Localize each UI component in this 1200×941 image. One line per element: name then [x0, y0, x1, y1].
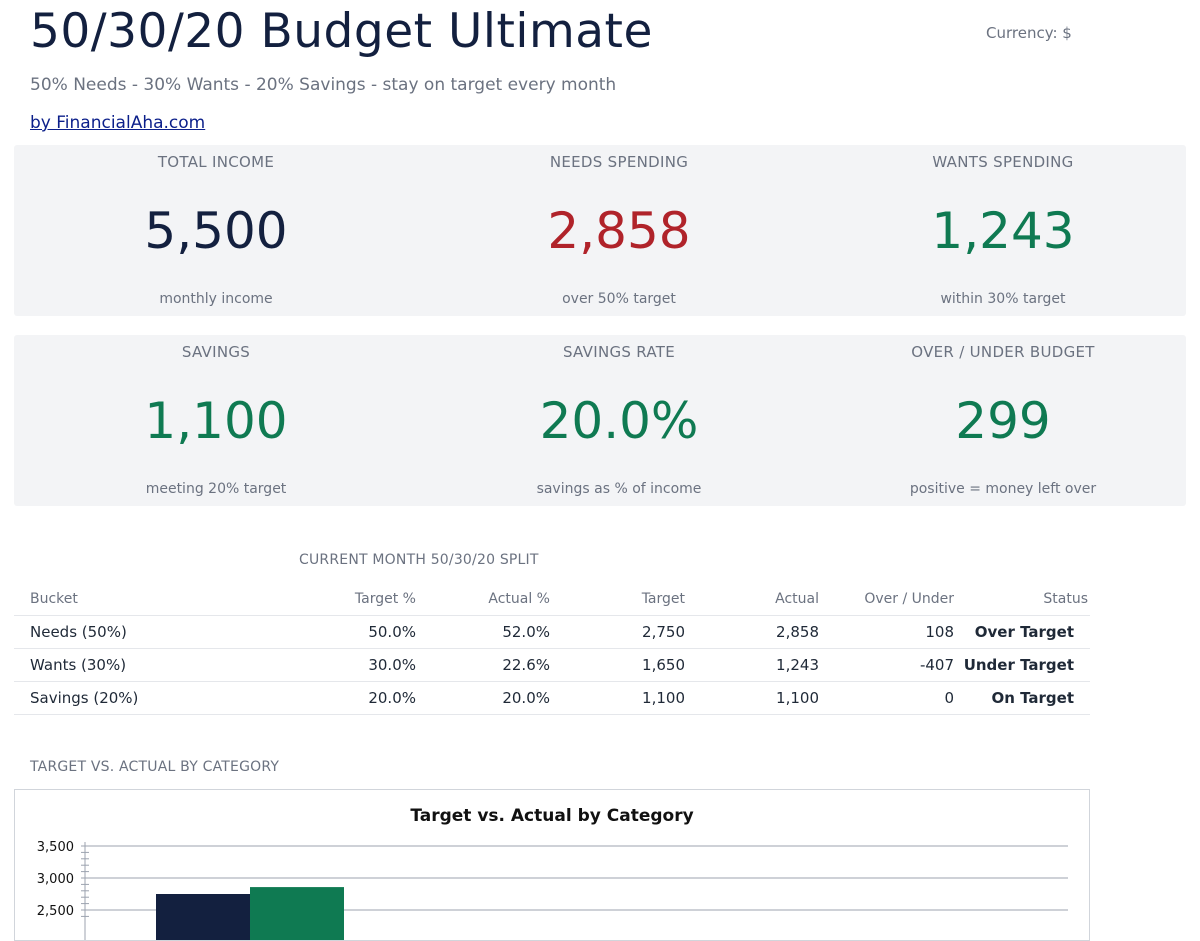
cell-bucket: Savings (20%) [14, 681, 264, 715]
cell-target-pct: 30.0% [264, 648, 416, 682]
cell-actual: 1,100 [685, 681, 819, 715]
cell-over-under: 108 [819, 615, 954, 649]
kpi-label: NEEDS SPENDING [549, 153, 689, 171]
bar [250, 887, 344, 940]
table-header-row: Bucket Target % Actual % Target Actual O… [14, 582, 1090, 616]
cell-actual: 1,243 [685, 648, 819, 682]
cell-actual: 2,858 [685, 615, 819, 649]
kpi-value: 5,500 [144, 202, 288, 260]
kpi-row-2: SAVINGS 1,100 meeting 20% target SAVINGS… [14, 335, 1186, 506]
kpi-note: positive = money left over [909, 481, 1097, 497]
col-header-status: Status [954, 582, 1090, 616]
cell-actual-pct: 52.0% [416, 615, 550, 649]
cell-over-under: 0 [819, 681, 954, 715]
col-header-actual-pct: Actual % [416, 582, 550, 616]
kpi-value: 2,858 [547, 202, 691, 260]
cell-status: Over Target [954, 615, 1090, 649]
col-header-actual: Actual [685, 582, 819, 616]
cell-target: 1,650 [550, 648, 685, 682]
page-title: 50/30/20 Budget Ultimate [30, 4, 653, 59]
kpi-label: TOTAL INCOME [157, 153, 275, 171]
col-header-bucket: Bucket [14, 582, 264, 616]
cell-over-under: -407 [819, 648, 954, 682]
kpi-label: OVER / UNDER BUDGET [911, 343, 1095, 361]
kpi-note: meeting 20% target [145, 481, 287, 497]
kpi-value: 20.0% [539, 392, 699, 450]
kpi-note: savings as % of income [536, 481, 702, 497]
kpi-needs-spending: NEEDS SPENDING 2,858 over 50% target [469, 145, 769, 316]
cell-target-pct: 50.0% [264, 615, 416, 649]
split-section-label: CURRENT MONTH 50/30/20 SPLIT [299, 552, 539, 568]
y-tick-label: 2,500 [37, 904, 74, 919]
kpi-row-1: TOTAL INCOME 5,500 monthly income NEEDS … [14, 145, 1186, 316]
chart-plot: 3,500 3,000 2,500 [37, 840, 1068, 940]
chart-title: Target vs. Actual by Category [410, 806, 694, 826]
currency-label: Currency: $ [986, 24, 1072, 42]
cell-target-pct: 20.0% [264, 681, 416, 715]
table-row: Savings (20%) 20.0% 20.0% 1,100 1,100 0 … [14, 681, 1090, 715]
page-subtitle: 50% Needs - 30% Wants - 20% Savings - st… [30, 75, 617, 95]
cell-target: 1,100 [550, 681, 685, 715]
kpi-savings-rate: SAVINGS RATE 20.0% savings as % of incom… [469, 335, 769, 506]
kpi-value: 1,100 [144, 392, 288, 450]
kpi-label: WANTS SPENDING [932, 153, 1074, 171]
cell-bucket: Wants (30%) [14, 648, 264, 682]
bar [156, 894, 250, 940]
financialaha-link[interactable]: by FinancialAha.com [30, 113, 206, 133]
chart-section-label: TARGET VS. ACTUAL BY CATEGORY [30, 759, 280, 775]
cell-status: Under Target [954, 648, 1090, 682]
split-table: Bucket Target % Actual % Target Actual O… [14, 582, 1090, 715]
kpi-value: 1,243 [931, 202, 1075, 260]
kpi-label: SAVINGS RATE [562, 343, 676, 361]
cell-actual-pct: 20.0% [416, 681, 550, 715]
kpi-savings: SAVINGS 1,100 meeting 20% target [66, 335, 366, 506]
col-header-over-under: Over / Under [819, 582, 954, 616]
y-tick-label: 3,500 [37, 840, 74, 855]
cell-actual-pct: 22.6% [416, 648, 550, 682]
cell-bucket: Needs (50%) [14, 615, 264, 649]
table-row: Wants (30%) 30.0% 22.6% 1,650 1,243 -407… [14, 648, 1090, 682]
y-tick-label: 3,000 [37, 872, 74, 887]
kpi-value: 299 [955, 392, 1051, 450]
col-header-target-pct: Target % [264, 582, 416, 616]
kpi-label: SAVINGS [181, 343, 251, 361]
cell-status: On Target [954, 681, 1090, 715]
kpi-total-income: TOTAL INCOME 5,500 monthly income [66, 145, 366, 316]
kpi-note: monthly income [159, 291, 273, 307]
cell-target: 2,750 [550, 615, 685, 649]
kpi-note: over 50% target [562, 291, 676, 307]
kpi-wants-spending: WANTS SPENDING 1,243 within 30% target [853, 145, 1153, 316]
target-vs-actual-chart: Target vs. Actual by Category 3,500 3,000… [14, 789, 1090, 941]
table-row: Needs (50%) 50.0% 52.0% 2,750 2,858 108 … [14, 615, 1090, 649]
kpi-over-under-budget: OVER / UNDER BUDGET 299 positive = money… [853, 335, 1153, 506]
kpi-note: within 30% target [940, 291, 1066, 307]
col-header-target: Target [550, 582, 685, 616]
